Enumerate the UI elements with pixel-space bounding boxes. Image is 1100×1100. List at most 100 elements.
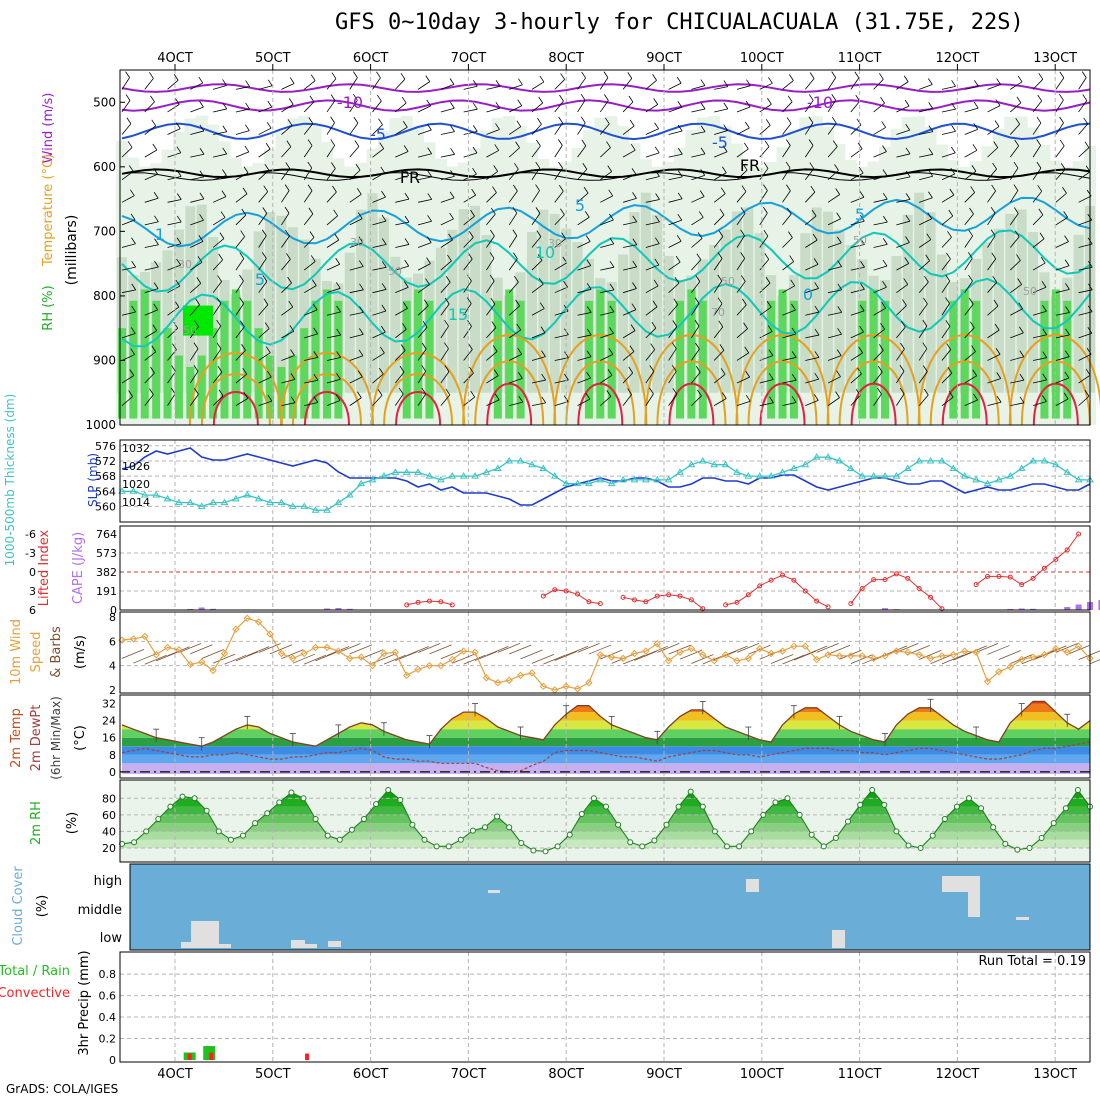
time-label-top: 4OCT [157, 51, 193, 66]
wind-barb-flag [172, 343, 177, 350]
wind-barb-flag [995, 99, 1001, 106]
wind-barb-flag [197, 256, 203, 263]
wind-barb-flag [516, 120, 522, 127]
wind-barb-flag [1019, 326, 1024, 334]
wind-barb [827, 194, 840, 203]
surface-wind-barb [406, 646, 429, 656]
wind-barb-flag [127, 141, 133, 148]
surface-wind-barb [463, 654, 486, 665]
wind-barb-flag [381, 190, 386, 198]
wind-barb-flag [718, 320, 724, 328]
time-label-bottom: 4OCT [157, 1067, 193, 1082]
wind-barb [713, 374, 726, 384]
wind-barb-flag [403, 302, 408, 309]
wind-barb [235, 398, 249, 406]
rh-contour-label: 50 [1023, 285, 1037, 298]
lifted-index-marker [1076, 531, 1082, 537]
wind-barb [144, 149, 158, 158]
rh-shade-green [607, 300, 616, 419]
wind-speed-marker [1074, 642, 1083, 650]
rh-marker [433, 843, 440, 850]
wind-barb [1010, 81, 1023, 90]
pressure-tick-label: 700 [93, 224, 116, 238]
wind-barb [508, 212, 518, 226]
wind-barb-flag [632, 282, 637, 289]
wind-barb [1055, 241, 1069, 248]
wind-barb-flag [740, 252, 745, 259]
wind-barb [622, 174, 637, 181]
thickness-marker [288, 502, 297, 509]
wind-barb-flag [765, 276, 771, 284]
warm-contour [200, 373, 271, 426]
rh-shade-mid [162, 250, 173, 393]
wind-barb [463, 280, 472, 293]
warm-contour [838, 360, 909, 426]
time-label-bottom: 6OCT [353, 1067, 389, 1082]
wind-barb [1078, 195, 1092, 203]
wind-barb [850, 100, 861, 113]
rh-marker [990, 824, 997, 831]
wind-barb-flag [312, 303, 318, 311]
wind-barb [486, 86, 501, 90]
wind-barb [395, 221, 410, 226]
wind-barb [190, 304, 200, 316]
wind-barb-flag [154, 215, 159, 223]
rh-shade-mid [538, 209, 549, 393]
wind-barb-flag [968, 229, 973, 237]
wind-barb [896, 242, 910, 248]
thickness-marker [926, 456, 935, 464]
wind-barb-flag [495, 123, 500, 130]
cloud-level-label: low [100, 931, 123, 946]
wind-speed-marker [915, 651, 923, 659]
wind-barb [782, 237, 793, 248]
wind-barb [896, 129, 910, 135]
wind-barb [782, 285, 795, 294]
pressure-tick-label: 1000 [85, 418, 116, 432]
surface-wind-barb [679, 649, 703, 660]
wind-barb [964, 235, 973, 248]
wind-barb [144, 101, 155, 113]
thickness-marker [129, 487, 138, 494]
wind-barb [554, 334, 569, 339]
wind-barb [782, 101, 793, 113]
rh-marker [663, 821, 670, 828]
wind-speed-marker [152, 651, 160, 659]
wind-barb [144, 78, 154, 90]
wind-barb [896, 326, 906, 339]
slp-tick-label: 1020 [122, 478, 150, 491]
wind-barb-flag [695, 366, 701, 373]
wind-barb [144, 309, 158, 316]
wind-barb [531, 124, 542, 135]
thickness-marker [516, 456, 525, 464]
wind-barb [372, 77, 381, 90]
wind-barb [919, 84, 933, 90]
wind-barb-flag [831, 94, 837, 101]
lifted-index-marker [1064, 547, 1070, 553]
wind-barb-flag [609, 237, 615, 245]
wind-speed-marker [904, 648, 912, 656]
wind-barb-flag [990, 206, 996, 214]
wind-barb-flag [444, 342, 449, 349]
wind-barb [622, 78, 633, 90]
isotherm-label: 5 [855, 205, 865, 224]
wind-barb [850, 352, 863, 361]
wind-barb-flag [466, 297, 472, 304]
wind-barb-flag [404, 169, 410, 176]
wind-barb-flag [814, 305, 820, 313]
rh-shade-green [778, 289, 787, 419]
wind-barb-flag [580, 93, 586, 101]
wind-barb-flag [922, 342, 928, 349]
thickness-marker [801, 460, 810, 468]
temperature-line [121, 700, 1091, 747]
rh-marker [312, 816, 319, 822]
rh-shade-green [186, 366, 195, 419]
wind-barb [258, 376, 272, 384]
wind-barb-flag [836, 236, 842, 244]
wind-speed-marker [733, 657, 741, 665]
wind-barb [896, 305, 907, 316]
wind-barb-flag [694, 319, 700, 327]
wind-barb-flag [789, 255, 794, 262]
wind-barb-flag [334, 233, 340, 241]
wind-barb [486, 375, 499, 384]
wind-barb [896, 371, 905, 384]
